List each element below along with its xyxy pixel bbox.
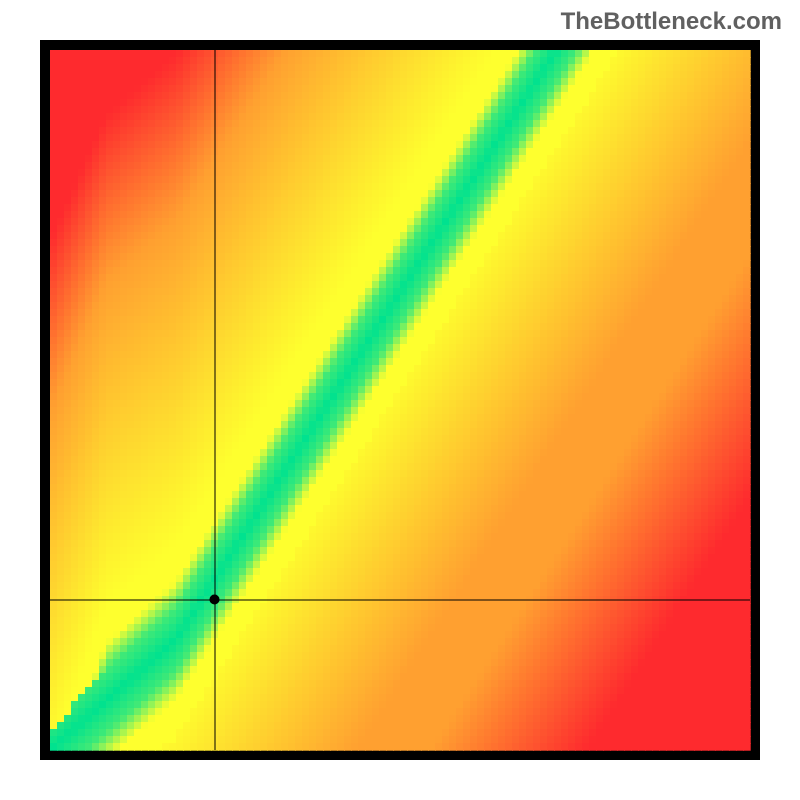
- attribution-label: TheBottleneck.com: [561, 8, 782, 36]
- plot-area: [40, 40, 760, 760]
- crosshair-overlay: [40, 40, 760, 760]
- chart-container: TheBottleneck.com: [0, 0, 800, 800]
